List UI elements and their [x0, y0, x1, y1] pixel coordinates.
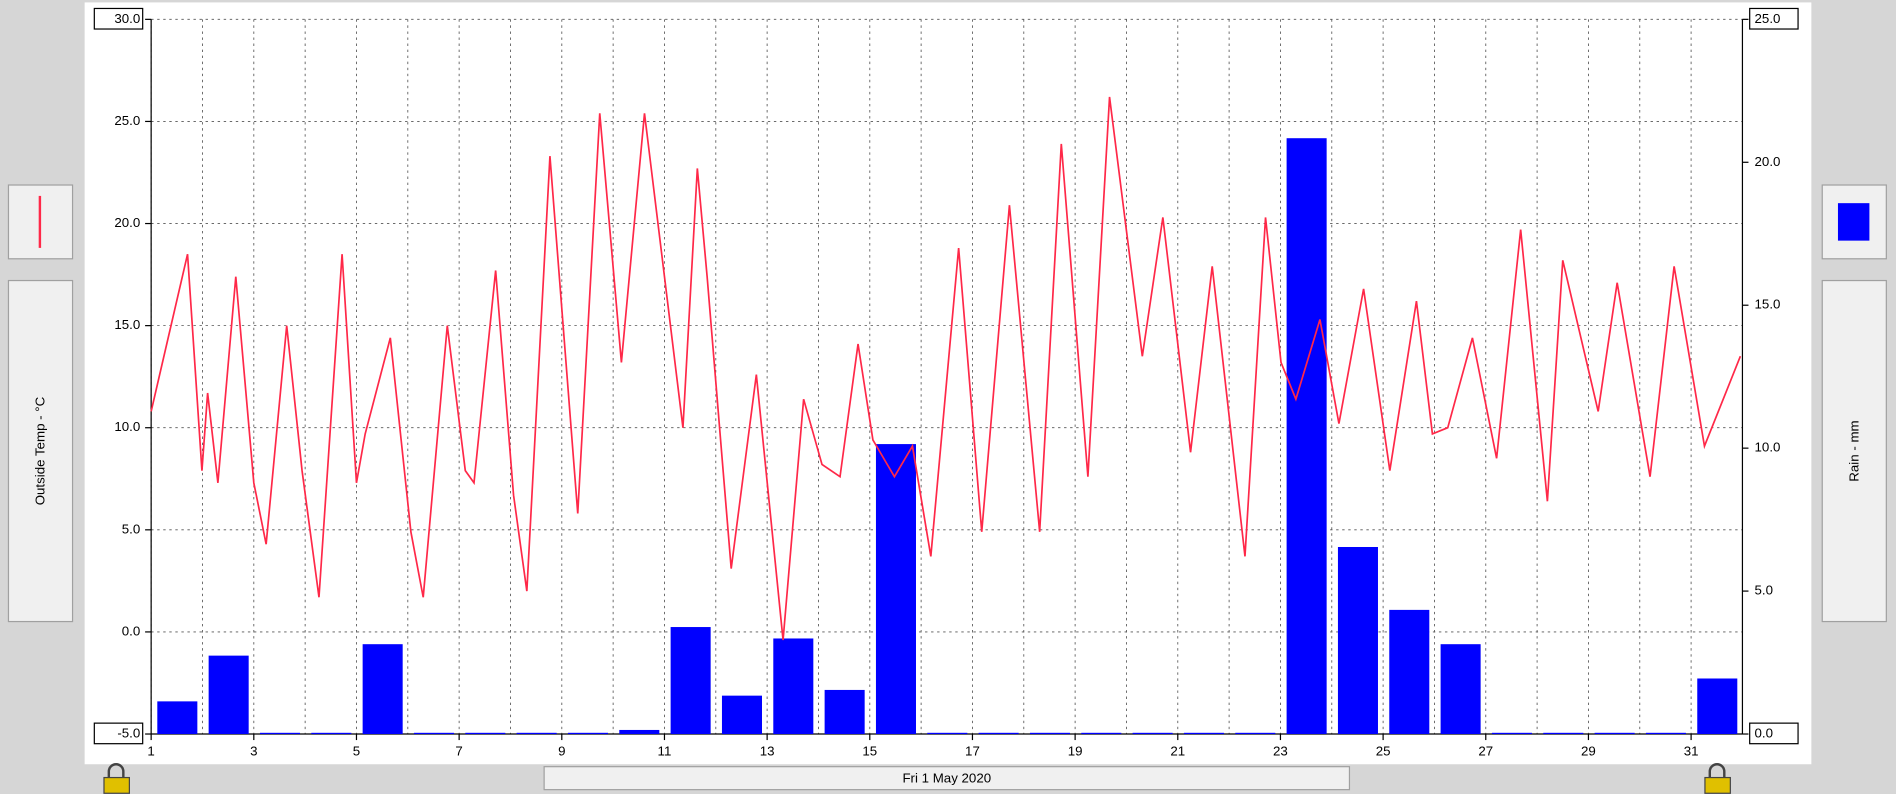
y-tick-label: -5.0 — [117, 726, 140, 741]
x-tick-label: 21 — [1170, 744, 1185, 759]
rain-bar — [1440, 644, 1481, 735]
rain-bar — [1183, 732, 1224, 735]
x-tick-label: 23 — [1273, 744, 1288, 759]
y-tick-label: 25.0 — [114, 113, 140, 128]
y2-tick-label: 25.0 — [1755, 11, 1781, 26]
rain-bar — [516, 732, 557, 735]
rain-bar — [1594, 732, 1635, 735]
rain-bar — [413, 732, 455, 735]
y2-tick-box — [1749, 7, 1799, 30]
date-label: Fri 1 May 2020 — [902, 770, 991, 785]
x-tick-label: 29 — [1581, 744, 1596, 759]
rain-axis-panel[interactable] — [1821, 279, 1887, 623]
rain-bar — [362, 644, 403, 735]
x-tick-label: 15 — [862, 744, 877, 759]
x-tick-label: 9 — [558, 744, 565, 759]
lock-icon[interactable] — [103, 763, 130, 794]
x-tick-label: 13 — [760, 744, 775, 759]
rain-bar — [1697, 678, 1738, 735]
y2-tick-label: 15.0 — [1755, 297, 1781, 312]
rain-bar — [1235, 732, 1276, 735]
rain-bar — [1337, 546, 1378, 735]
x-tick-label: 31 — [1684, 744, 1699, 759]
legend-swatch — [1837, 203, 1870, 241]
rain-bar — [311, 732, 352, 735]
rain-bar — [1132, 732, 1173, 735]
x-tick-label: 27 — [1478, 744, 1493, 759]
rain-bar — [619, 729, 660, 735]
rain-bar — [465, 732, 506, 735]
y2-tick-label: 0.0 — [1755, 726, 1773, 741]
rain-bar — [1029, 732, 1070, 735]
y2-tick-label: 5.0 — [1755, 583, 1773, 598]
x-tick-label: 3 — [250, 744, 257, 759]
x-tick-label: 11 — [658, 744, 672, 759]
y-tick-label: 10.0 — [114, 419, 140, 434]
y-tick-box — [93, 7, 144, 30]
temp-axis-panel[interactable] — [7, 279, 74, 623]
rain-bar — [1543, 732, 1584, 735]
rain-bar — [259, 732, 301, 735]
y-tick-label: 20.0 — [114, 215, 140, 230]
rain-bar — [1081, 732, 1122, 735]
y-tick-label: 30.0 — [114, 11, 140, 26]
x-tick-label: 1 — [147, 744, 154, 759]
rain-axis-title: Rain - mm — [1846, 420, 1861, 481]
y-tick-label: 5.0 — [122, 521, 140, 536]
rain-bar — [721, 695, 762, 735]
rain-bar — [157, 701, 198, 735]
rain-bar — [1645, 732, 1686, 735]
y2-tick-label: 20.0 — [1755, 154, 1781, 169]
rain-bar — [875, 444, 916, 735]
temp-axis-title: Outside Temp - °C — [33, 396, 48, 505]
x-tick-label: 5 — [353, 744, 360, 759]
y-tick-label: 0.0 — [122, 623, 140, 638]
x-tick-label: 25 — [1376, 744, 1391, 759]
x-tick-label: 17 — [965, 744, 980, 759]
chart-panel — [84, 2, 1812, 765]
lock-icon[interactable] — [1704, 763, 1731, 794]
y-tick-label: 15.0 — [114, 317, 140, 332]
y-tick-box — [93, 722, 144, 745]
date-bar[interactable] — [543, 766, 1351, 791]
rain-bar — [567, 732, 609, 735]
y2-tick-box — [1749, 722, 1799, 745]
rain-bar — [773, 638, 814, 735]
x-tick-label: 7 — [455, 744, 462, 759]
y2-tick-label: 10.0 — [1755, 440, 1781, 455]
rain-bar — [1286, 138, 1327, 735]
rain-bar — [208, 655, 249, 735]
rain-bar — [670, 627, 711, 735]
x-tick-label: 19 — [1068, 744, 1083, 759]
rain-bar — [824, 689, 865, 735]
rain-bar — [1389, 609, 1430, 735]
rain-bar — [1491, 732, 1532, 735]
rain-bar — [927, 732, 968, 735]
temp-line — [150, 96, 1742, 641]
rain-bar — [978, 732, 1019, 735]
